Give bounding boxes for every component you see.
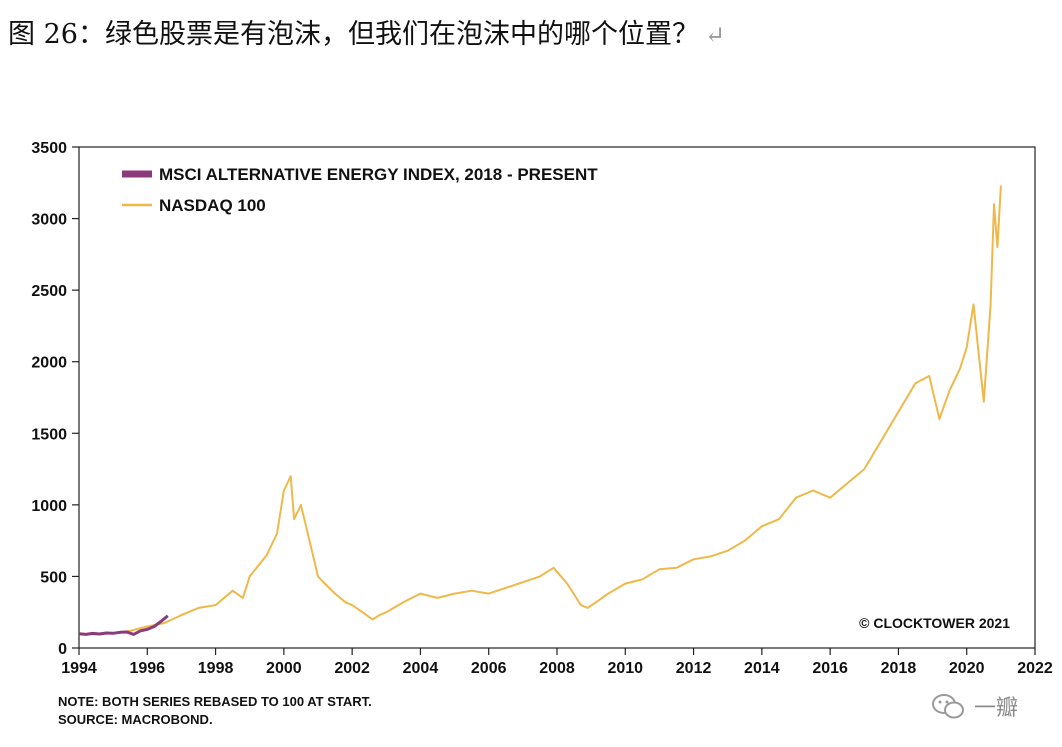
y-tick-label: 3500 <box>31 140 67 157</box>
y-tick-label: 3000 <box>31 212 67 229</box>
figure-caption: 图 26：绿色股票是有泡沫，但我们在泡沫中的哪个位置？ ↵ <box>8 12 725 51</box>
x-tick-label: 1998 <box>198 660 234 677</box>
x-tick-label: 2014 <box>744 660 780 677</box>
legend: MSCI ALTERNATIVE ENERGY INDEX, 2018 - PR… <box>122 165 598 215</box>
x-tick-label: 2006 <box>471 660 507 677</box>
x-tick-label: 2004 <box>403 660 439 677</box>
legend-label-msci: MSCI ALTERNATIVE ENERGY INDEX, 2018 - PR… <box>159 165 598 184</box>
note-line: NOTE: BOTH SERIES REBASED TO 100 AT STAR… <box>58 694 372 709</box>
x-tick-label: 1996 <box>129 660 165 677</box>
x-axis: 1994 1996 1998 2000 2002 2004 2006 2008 2010 2012… <box>61 648 1053 677</box>
x-tick-label: 2020 <box>949 660 985 677</box>
y-tick-label: 2500 <box>31 283 67 300</box>
source-line: SOURCE: MACROBOND. <box>58 712 213 727</box>
x-tick-label: 2012 <box>676 660 712 677</box>
x-tick-label: 2016 <box>812 660 848 677</box>
series-line-nasdaq <box>78 185 1002 636</box>
x-tick-label: 2010 <box>607 660 643 677</box>
x-tick-label: 1994 <box>61 660 97 677</box>
x-tick-label: 2018 <box>881 660 917 677</box>
y-axis: 0 500 1000 1500 2000 2500 3000 3500 <box>31 140 79 658</box>
legend-label-nasdaq: NASDAQ 100 <box>159 196 266 215</box>
watermark-text: 一瓣 <box>974 696 1019 721</box>
chart-credit: © CLOCKTOWER 2021 <box>859 615 1010 631</box>
series-layer <box>78 185 1002 636</box>
x-tick-label: 2008 <box>539 660 575 677</box>
y-tick-label: 1000 <box>31 498 67 515</box>
chart-notes: NOTE: BOTH SERIES REBASED TO 100 AT STAR… <box>58 693 372 729</box>
x-tick-label: 2000 <box>266 660 302 677</box>
y-tick-label: 500 <box>40 569 67 586</box>
x-tick-label: 2002 <box>334 660 370 677</box>
series-line-msci <box>78 614 169 636</box>
watermark: 一瓣 <box>930 688 1050 724</box>
y-tick-label: 1500 <box>31 426 67 443</box>
y-tick-label: 2000 <box>31 355 67 372</box>
x-tick-label: 2022 <box>1017 660 1053 677</box>
caption-text: 图 26：绿色股票是有泡沫，但我们在泡沫中的哪个位置？ <box>8 19 699 50</box>
y-tick-label: 0 <box>58 641 67 658</box>
plot-area <box>78 146 1036 649</box>
wechat-icon <box>932 694 964 719</box>
return-mark-icon: ↵ <box>704 21 726 49</box>
